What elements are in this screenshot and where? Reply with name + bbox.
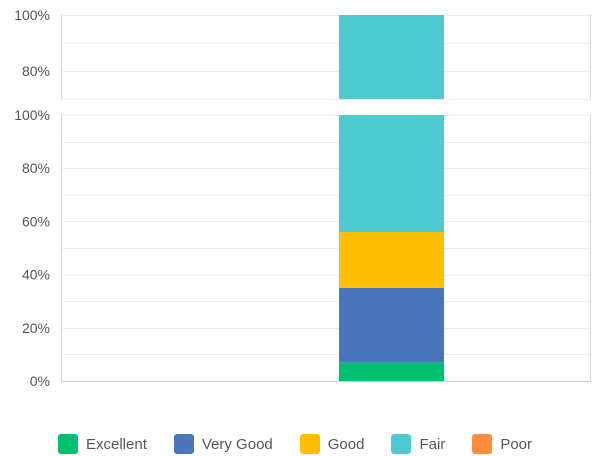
legend-swatch: [472, 434, 493, 454]
legend-label: Good: [327, 435, 365, 453]
chart-legend: Excellent Very Good Good Fair Poor: [58, 432, 532, 456]
y-tick-label: 20%: [22, 320, 50, 336]
chart-area: 80% 100% 0% 20% 40% 60% 80% 100%: [14, 7, 591, 389]
legend-swatch: [173, 434, 194, 454]
y-tick-label: 100%: [14, 7, 50, 23]
legend-label: Poor: [500, 435, 532, 453]
legend-swatch: [299, 434, 320, 454]
bar-segment-excellent: [339, 362, 444, 381]
bar-segment-good: [339, 232, 444, 288]
legend-label: Very Good: [201, 435, 273, 453]
legend-item-fair[interactable]: Fair: [391, 434, 445, 454]
legend-item-poor[interactable]: Poor: [472, 434, 532, 454]
bar-segment-very-good: [339, 287, 444, 363]
chart-panel-2: 0% 20% 40% 60% 80% 100%: [14, 107, 591, 389]
legend-swatch: [58, 434, 78, 454]
y-tick-label: 0%: [30, 373, 50, 389]
bar-segment-fair: [339, 15, 444, 99]
bar-segment-fair: [339, 115, 444, 233]
y-tick-label: 60%: [22, 213, 50, 229]
legend-label: Fair: [419, 435, 446, 453]
y-tick-label: 80%: [22, 160, 50, 176]
legend-item-very-good[interactable]: Very Good: [173, 434, 273, 454]
chart-panel-1: 80% 100%: [14, 7, 591, 100]
y-tick-label: 40%: [22, 267, 50, 283]
legend-item-excellent[interactable]: Excellent: [58, 434, 147, 454]
y-tick-label: 100%: [14, 107, 50, 123]
legend-item-good[interactable]: Good: [299, 434, 365, 454]
legend-label: Excellent: [86, 435, 147, 453]
legend-swatch: [391, 434, 412, 454]
y-tick-label: 80%: [22, 63, 50, 79]
